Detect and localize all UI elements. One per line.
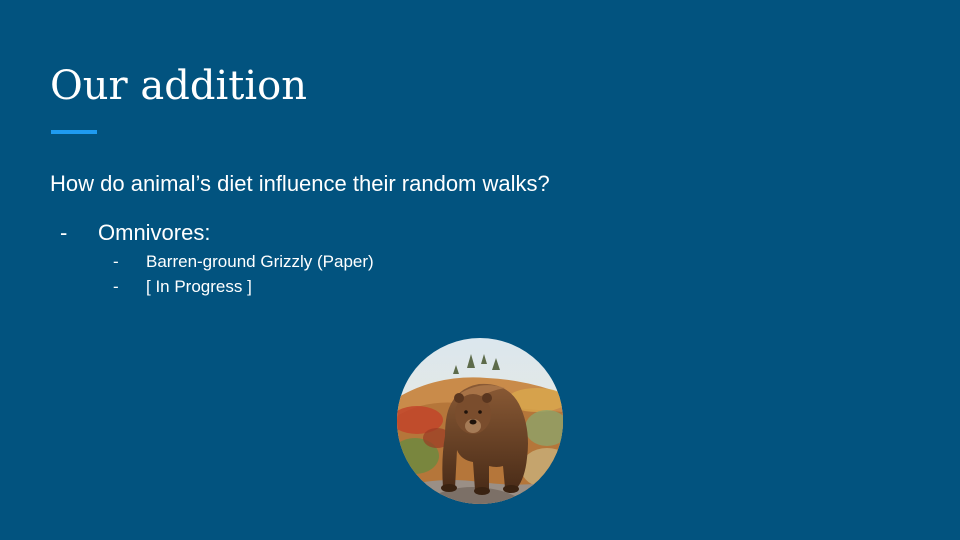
sub-bullet-marker: - (113, 252, 119, 271)
slide-title: Our addition (50, 63, 307, 109)
bullet-text: Omnivores: (98, 220, 211, 245)
sub-bullet-in-progress: - [ In Progress ] (113, 276, 252, 298)
bear-image-icon (397, 338, 563, 504)
sub-bullet-marker: - (113, 277, 119, 296)
sub-bullet-grizzly-paper: - Barren-ground Grizzly (Paper) (113, 251, 374, 273)
bullet-omnivores: - Omnivores: (60, 219, 210, 247)
title-accent-bar (51, 130, 97, 134)
bullet-marker: - (60, 220, 68, 245)
grizzly-bear-photo (397, 338, 563, 504)
sub-bullet-text: [ In Progress ] (146, 277, 252, 296)
research-question: How do animal’s diet influence their ran… (50, 171, 550, 196)
sub-bullet-text: Barren-ground Grizzly (Paper) (146, 252, 374, 271)
